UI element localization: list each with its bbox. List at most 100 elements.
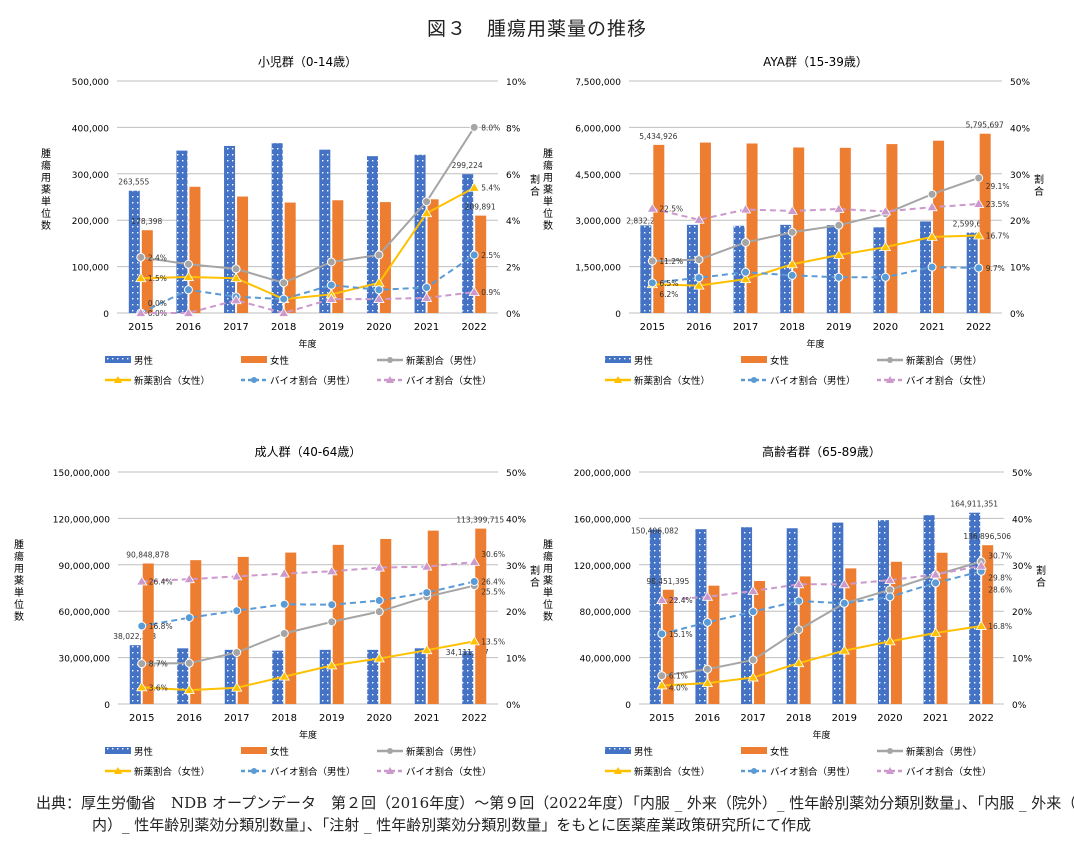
line-data-label: 16.7% bbox=[986, 232, 1010, 241]
line-point bbox=[468, 181, 480, 192]
legend-swatch bbox=[105, 356, 131, 363]
line-point bbox=[748, 607, 758, 617]
bar-male bbox=[224, 145, 236, 313]
chart-adult: 成人群（40-64歳） 0 30,000,000 60,000,000 90,000,0… bbox=[14, 445, 540, 778]
bar-female bbox=[237, 556, 249, 704]
line-data-label: 0.0% bbox=[148, 309, 167, 318]
legend-item: 新薬割合（女性） bbox=[605, 766, 710, 778]
line-point bbox=[183, 684, 195, 694]
legend-label: 新薬割合（女性） bbox=[134, 375, 210, 387]
bar-data-label: 209,891 bbox=[465, 203, 496, 212]
y-tick-label: 0 bbox=[625, 701, 631, 711]
line-point bbox=[231, 681, 243, 692]
line-point bbox=[786, 258, 798, 269]
bar-male bbox=[832, 522, 844, 704]
x-tick-label: 2021 bbox=[414, 713, 439, 724]
y2-axis-label: 割合 bbox=[530, 564, 540, 589]
legend-label: バイオ割合（女性） bbox=[906, 766, 992, 778]
y-tick-label: 120,000,000 bbox=[53, 515, 111, 525]
line-point bbox=[469, 250, 479, 260]
x-tick-label: 2016 bbox=[177, 713, 202, 724]
line-point bbox=[975, 559, 987, 570]
line-point bbox=[182, 307, 195, 317]
line-series bbox=[661, 570, 982, 635]
y2-tick-label: 30% bbox=[1010, 171, 1030, 181]
line-point bbox=[183, 285, 193, 295]
legend-label: バイオ割合（女性） bbox=[406, 766, 492, 778]
bar-female bbox=[979, 133, 991, 313]
legend-item: 新薬割合（男性） bbox=[377, 355, 482, 367]
x-tick-label: 2019 bbox=[832, 713, 857, 724]
legend-item: バイオ割合（女性） bbox=[377, 375, 492, 387]
y-tick-label: 150,000,000 bbox=[53, 469, 111, 479]
bar-female bbox=[982, 545, 994, 704]
bar-female bbox=[141, 230, 153, 313]
line-series bbox=[140, 254, 475, 314]
line-point bbox=[702, 617, 712, 627]
line-point bbox=[183, 573, 195, 584]
bar-male bbox=[176, 150, 188, 313]
line-data-label: 16.8% bbox=[988, 622, 1012, 631]
line-point bbox=[838, 578, 851, 589]
line-point bbox=[184, 613, 194, 623]
line-point bbox=[701, 677, 714, 688]
y2-tick-label: 10% bbox=[1010, 264, 1030, 274]
y2-axis-label: 割合 bbox=[530, 173, 540, 198]
legend-label: 男性 bbox=[634, 355, 654, 367]
x-tick-label: 2016 bbox=[176, 322, 201, 333]
y2-tick-label: 20% bbox=[1012, 608, 1032, 618]
line-point bbox=[741, 267, 751, 277]
legend-item: 男性 bbox=[105, 355, 154, 367]
bar-male bbox=[128, 190, 140, 313]
y2-tick-label: 50% bbox=[506, 469, 526, 479]
x-tick-label: 2019 bbox=[826, 322, 851, 333]
bar-female bbox=[189, 186, 201, 313]
legend-label: 女性 bbox=[770, 746, 790, 758]
bar-female bbox=[475, 215, 487, 313]
line-point bbox=[231, 570, 243, 581]
line-data-label: 9.7% bbox=[986, 264, 1005, 273]
legend-label: 新薬割合（女性） bbox=[134, 766, 210, 778]
y-tick-label: 200,000,000 bbox=[574, 469, 632, 479]
bar-female bbox=[936, 552, 948, 704]
bar-male bbox=[686, 224, 698, 313]
line-point bbox=[422, 197, 432, 207]
line-point bbox=[694, 255, 704, 265]
x-axis-label: 年度 bbox=[806, 338, 824, 350]
y2-tick-label: 30% bbox=[506, 562, 526, 572]
bar-female bbox=[839, 147, 851, 313]
legend-item: 男性 bbox=[605, 746, 654, 758]
bar-data-label: 98,451,395 bbox=[646, 577, 689, 586]
x-tick-label: 2022 bbox=[462, 713, 487, 724]
x-tick-label: 2017 bbox=[223, 322, 248, 333]
line-point bbox=[184, 658, 194, 668]
line-data-label: 15.1% bbox=[669, 630, 693, 639]
line-series bbox=[140, 126, 476, 284]
line-point bbox=[879, 205, 892, 216]
line-point bbox=[469, 122, 479, 132]
x-tick-label: 2018 bbox=[786, 713, 811, 724]
bar-female bbox=[475, 528, 487, 704]
line-point bbox=[183, 259, 193, 269]
y-tick-label: 160,000,000 bbox=[574, 515, 632, 525]
line-point bbox=[422, 588, 432, 598]
line-data-label: 0.9% bbox=[481, 288, 500, 297]
bar-male bbox=[966, 232, 978, 313]
line-point bbox=[834, 220, 844, 230]
x-tick-label: 2018 bbox=[272, 713, 297, 724]
line-point bbox=[374, 596, 384, 606]
y-tick-label: 80,000,000 bbox=[579, 608, 631, 618]
y2-tick-label: 10% bbox=[506, 78, 526, 88]
x-tick-label: 2020 bbox=[367, 713, 392, 724]
legend-item: 新薬割合（女性） bbox=[605, 375, 710, 387]
line-point bbox=[739, 273, 752, 284]
y-tick-label: 3,000,000 bbox=[575, 217, 621, 227]
line-point bbox=[279, 599, 289, 609]
bar-female bbox=[332, 200, 344, 313]
line-point bbox=[326, 280, 336, 290]
line-series bbox=[140, 186, 475, 301]
y-tick-label: 500,000 bbox=[72, 78, 109, 88]
line-series bbox=[141, 640, 475, 692]
line-series bbox=[652, 202, 979, 221]
legend-label: バイオ割合（女性） bbox=[906, 375, 992, 387]
